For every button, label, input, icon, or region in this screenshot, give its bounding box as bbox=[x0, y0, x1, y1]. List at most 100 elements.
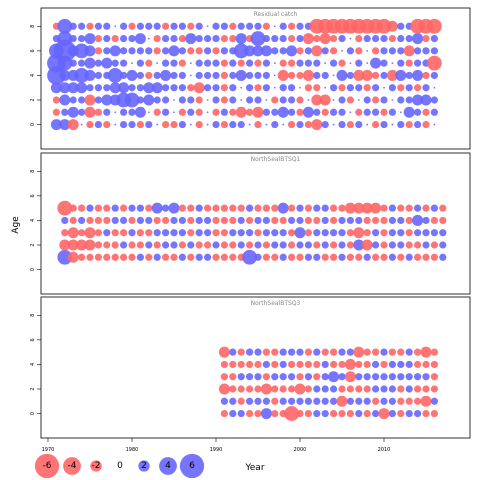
bubble bbox=[86, 22, 94, 30]
bubble bbox=[346, 253, 354, 261]
bubble bbox=[189, 74, 192, 77]
bubble bbox=[206, 99, 209, 101]
bubble bbox=[128, 253, 136, 261]
bubble bbox=[330, 241, 338, 249]
bubble bbox=[336, 395, 348, 407]
bubble bbox=[380, 348, 388, 356]
bubble bbox=[94, 47, 102, 55]
x-axis-label: Year bbox=[244, 463, 264, 473]
bubble bbox=[330, 409, 338, 418]
bubble bbox=[212, 47, 220, 55]
bubble bbox=[313, 409, 321, 418]
bubble bbox=[271, 360, 279, 369]
bubble bbox=[195, 216, 203, 225]
bubble bbox=[372, 348, 380, 356]
bubble bbox=[136, 216, 144, 225]
bubble bbox=[319, 94, 331, 106]
bubble bbox=[273, 74, 276, 77]
bubble bbox=[346, 229, 354, 237]
bubble bbox=[294, 227, 306, 239]
bubble bbox=[372, 241, 380, 249]
bubble bbox=[134, 33, 146, 45]
bubble bbox=[237, 229, 245, 237]
bubble bbox=[405, 360, 413, 369]
bubble bbox=[212, 241, 220, 249]
bubble bbox=[330, 84, 338, 92]
bubble bbox=[388, 108, 396, 116]
bubble bbox=[220, 409, 228, 418]
bubble bbox=[304, 59, 312, 67]
bubble bbox=[399, 111, 402, 114]
bubble bbox=[220, 373, 228, 381]
bubble bbox=[380, 385, 388, 393]
legend-bubble bbox=[34, 453, 60, 479]
bubble bbox=[346, 409, 354, 418]
bubble bbox=[178, 22, 186, 30]
bubble bbox=[430, 216, 438, 225]
bubble bbox=[391, 99, 394, 101]
bubble bbox=[193, 82, 205, 94]
bubble bbox=[170, 216, 178, 225]
bubble bbox=[288, 385, 296, 393]
bubble bbox=[422, 204, 430, 212]
bubble bbox=[94, 108, 102, 116]
y-axis-label: Age bbox=[11, 216, 21, 234]
bubble bbox=[430, 34, 438, 43]
bubble bbox=[189, 62, 192, 65]
bubble bbox=[430, 71, 438, 80]
bubble bbox=[254, 84, 262, 92]
y-tick-label: 6 bbox=[30, 338, 36, 341]
bubble bbox=[414, 84, 422, 92]
bubble bbox=[380, 120, 388, 129]
bubble bbox=[279, 253, 287, 261]
bubble bbox=[53, 39, 76, 63]
bubble bbox=[296, 108, 304, 116]
bubble bbox=[218, 383, 230, 395]
bubble bbox=[153, 47, 161, 55]
bubble bbox=[380, 253, 388, 261]
bubble bbox=[220, 22, 228, 30]
bubble bbox=[254, 241, 262, 249]
bubble bbox=[388, 397, 396, 405]
bubble bbox=[59, 119, 71, 131]
bubble bbox=[153, 71, 161, 80]
bubble bbox=[313, 229, 321, 237]
bubble bbox=[370, 202, 382, 214]
bubble bbox=[254, 385, 262, 393]
bubble bbox=[380, 47, 388, 55]
bubble bbox=[120, 253, 128, 261]
bubble bbox=[430, 108, 438, 116]
bubble bbox=[430, 229, 438, 237]
bubble bbox=[405, 409, 413, 418]
bubble bbox=[422, 34, 430, 43]
bubble bbox=[156, 123, 159, 126]
bubble bbox=[246, 59, 254, 67]
bubble bbox=[288, 96, 296, 104]
bubble bbox=[430, 409, 438, 418]
bubble bbox=[286, 45, 298, 57]
bubble bbox=[355, 120, 363, 129]
bubble bbox=[330, 34, 338, 43]
bubble bbox=[296, 204, 304, 212]
bubble bbox=[430, 47, 438, 55]
bubble bbox=[136, 229, 144, 237]
bubble bbox=[363, 373, 371, 381]
bubble bbox=[262, 348, 270, 356]
bubble bbox=[178, 34, 186, 43]
bubble bbox=[279, 34, 287, 43]
bubble bbox=[204, 71, 212, 80]
bubble bbox=[388, 34, 396, 43]
y-tick-label: 4 bbox=[30, 219, 36, 222]
bubble bbox=[279, 360, 287, 369]
bubble bbox=[330, 229, 338, 237]
x-tick-label: 1980 bbox=[126, 447, 139, 453]
bubble bbox=[162, 253, 170, 261]
bubble bbox=[427, 18, 442, 34]
bubble bbox=[330, 348, 338, 356]
bubble bbox=[78, 253, 86, 261]
bubble bbox=[78, 96, 86, 104]
bubble bbox=[178, 216, 186, 225]
bubble bbox=[330, 216, 338, 225]
bubble bbox=[229, 108, 237, 116]
bubble bbox=[262, 71, 270, 80]
